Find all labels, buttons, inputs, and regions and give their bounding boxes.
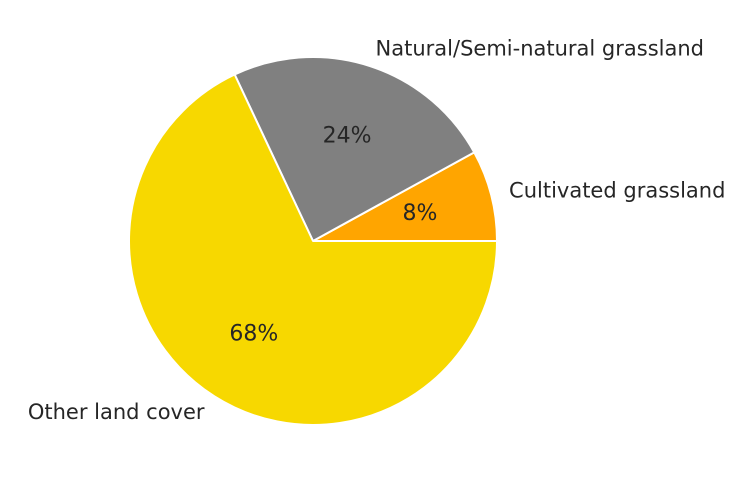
pie-slice-cultivated-grassland (312, 151, 498, 242)
pie-slices (128, 56, 498, 426)
pie-slice-other-land-cover (128, 73, 498, 426)
pie-slice-natural-semi-natural-grassland (233, 56, 476, 242)
category-label-cultivated-grassland: Cultivated grassland (509, 179, 725, 203)
percent-labels: 8% 24% 68% (229, 124, 437, 347)
category-labels: Cultivated grassland Natural/Semi-natural… (28, 37, 726, 424)
percent-label-natural-semi-natural-grassland: 24% (323, 124, 372, 149)
percent-label-other-land-cover: 68% (229, 322, 278, 347)
category-label-other-land-cover: Other land cover (28, 400, 205, 424)
category-label-natural-semi-natural-grassland: Natural/Semi-natural grassland (376, 37, 704, 61)
percent-label-cultivated-grassland: 8% (402, 201, 437, 226)
